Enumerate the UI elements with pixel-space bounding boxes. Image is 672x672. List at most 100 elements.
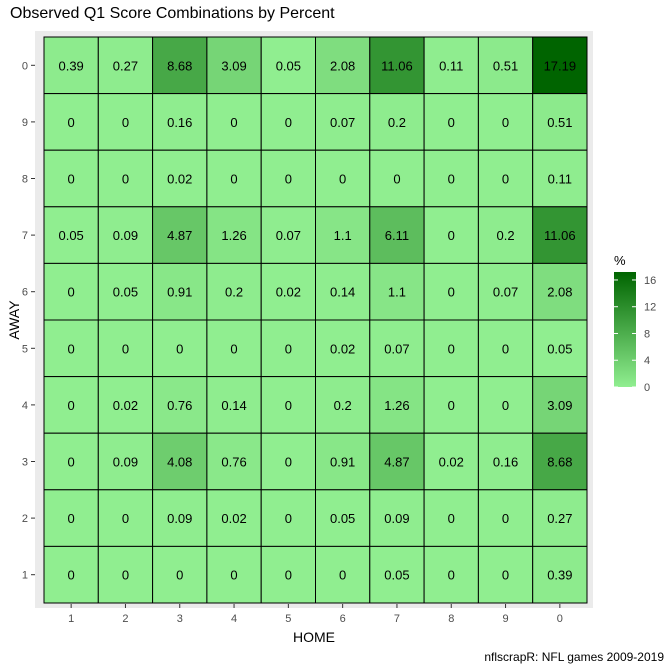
cell-value-label: 0 [285, 115, 292, 130]
cell-value-label: 0 [122, 115, 129, 130]
cell-value-label: 2.08 [330, 58, 355, 73]
heatmap-cell [423, 149, 479, 208]
heatmap-cell [532, 36, 588, 95]
heatmap-cell [532, 262, 588, 321]
y-axis: 0 9 8 7 6 5 4 3 2 1 [22, 60, 35, 582]
cell-value-label: 0 [68, 511, 75, 526]
cell-value-label: 0 [448, 115, 455, 130]
cell-value-label: 0 [285, 398, 292, 413]
heatmap-cell [477, 432, 534, 491]
heatmap-cells [43, 36, 588, 604]
heatmap-cell [43, 206, 99, 264]
cell-value-label: 0.27 [547, 511, 572, 526]
cell-value-label: 0.07 [330, 115, 355, 130]
heatmap-cell [315, 319, 371, 378]
color-legend: % 0 4 8 12 16 [614, 253, 656, 394]
heatmap-cell [315, 149, 371, 208]
cell-value-label: 0 [176, 568, 183, 583]
heatmap-cell [369, 376, 425, 434]
heatmap-cell [315, 93, 371, 151]
heatmap-cell [43, 545, 99, 604]
heatmap-cell [477, 206, 534, 264]
heatmap-cell [477, 149, 534, 208]
cell-value-label: 0.76 [167, 398, 192, 413]
cell-value-label: 0.09 [167, 511, 192, 526]
x-tick-label: 4 [231, 613, 237, 625]
x-tick-label: 0 [557, 613, 563, 625]
cell-value-label: 0 [285, 172, 292, 187]
cell-value-label: 0 [448, 511, 455, 526]
heatmap-cell [97, 93, 154, 151]
cell-value-label: 0 [448, 341, 455, 356]
heatmap-cell [97, 489, 154, 547]
heatmap-cell [97, 376, 154, 434]
cell-value-label: 0.07 [384, 341, 409, 356]
heatmap-cell [97, 149, 154, 208]
heatmap-cell [260, 545, 317, 604]
cell-value-label: 3.09 [547, 398, 572, 413]
cell-value-label: 3.09 [221, 58, 246, 73]
heatmap-cell [423, 36, 479, 95]
heatmap-cell [369, 149, 425, 208]
heatmap-cell [315, 262, 371, 321]
cell-value-label: 0.09 [113, 455, 138, 470]
heatmap-cell [152, 432, 208, 491]
heatmap-cell [532, 93, 588, 151]
legend-tick-label: 0 [644, 382, 650, 394]
cell-value-label: 0.02 [276, 285, 301, 300]
heatmap-chart: 0.39 0.27 8.68 3.09 0.05 2.08 11.06 0.11 0.51 17.… [6, 31, 656, 645]
heatmap-cell [477, 93, 534, 151]
y-tick-label: 5 [22, 343, 28, 355]
cell-value-label: 0 [502, 172, 509, 187]
cell-value-label: 0 [502, 341, 509, 356]
legend-tick-label: 12 [644, 302, 656, 314]
cell-value-label: 0.91 [330, 455, 355, 470]
cell-value-label: 0 [68, 115, 75, 130]
cell-value-label: 0 [285, 455, 292, 470]
cell-value-label: 1.26 [221, 228, 246, 243]
cell-value-label: 0 [285, 341, 292, 356]
cell-value-label: 0.16 [167, 115, 192, 130]
heatmap-cell [97, 319, 154, 378]
cell-value-label: 0.05 [384, 568, 409, 583]
cell-value-label: 0.16 [493, 455, 518, 470]
cell-value-label: 6.11 [385, 228, 409, 243]
cell-value-label: 1.26 [384, 398, 409, 413]
chart-title: Observed Q1 Score Combinations by Percen… [10, 5, 335, 22]
heatmap-cell [152, 545, 208, 604]
cell-value-label: 0 [448, 285, 455, 300]
heatmap-cell [43, 376, 99, 434]
x-tick-label: 3 [177, 613, 183, 625]
cell-value-label: 0.05 [276, 58, 301, 73]
cell-value-label: 0 [68, 285, 75, 300]
cell-value-label: 0 [448, 568, 455, 583]
heatmap-cell [369, 489, 425, 547]
x-axis-title: HOME [293, 629, 335, 645]
cell-value-label: 0.02 [167, 172, 192, 187]
cell-value-label: 0.27 [113, 58, 138, 73]
cell-value-label: 0.02 [113, 398, 138, 413]
x-axis: 1 2 3 4 5 6 7 8 9 0 [68, 604, 563, 625]
cell-value-label: 0.51 [493, 58, 518, 73]
y-tick-label: 9 [22, 117, 28, 129]
cell-value-label: 0 [339, 172, 346, 187]
y-tick-label: 0 [22, 60, 28, 72]
cell-value-label: 0.05 [113, 285, 138, 300]
cell-value-label: 0.05 [547, 341, 572, 356]
legend-tick-label: 8 [644, 328, 650, 340]
heatmap-cell [43, 319, 99, 378]
legend-title: % [614, 253, 626, 268]
cell-value-label: 0.39 [547, 568, 572, 583]
heatmap-cell [97, 206, 154, 264]
cell-value-label: 0.11 [548, 172, 572, 187]
heatmap-cell [369, 262, 425, 321]
cell-value-label: 0 [502, 115, 509, 130]
cell-value-label: 0 [230, 172, 237, 187]
heatmap-cell [260, 376, 317, 434]
heatmap-cell [477, 545, 534, 604]
cell-value-label: 0.51 [547, 115, 572, 130]
cell-value-label: 0 [502, 511, 509, 526]
heatmap-cell [532, 149, 588, 208]
cell-value-label: 0 [230, 115, 237, 130]
cell-value-label: 0 [68, 568, 75, 583]
